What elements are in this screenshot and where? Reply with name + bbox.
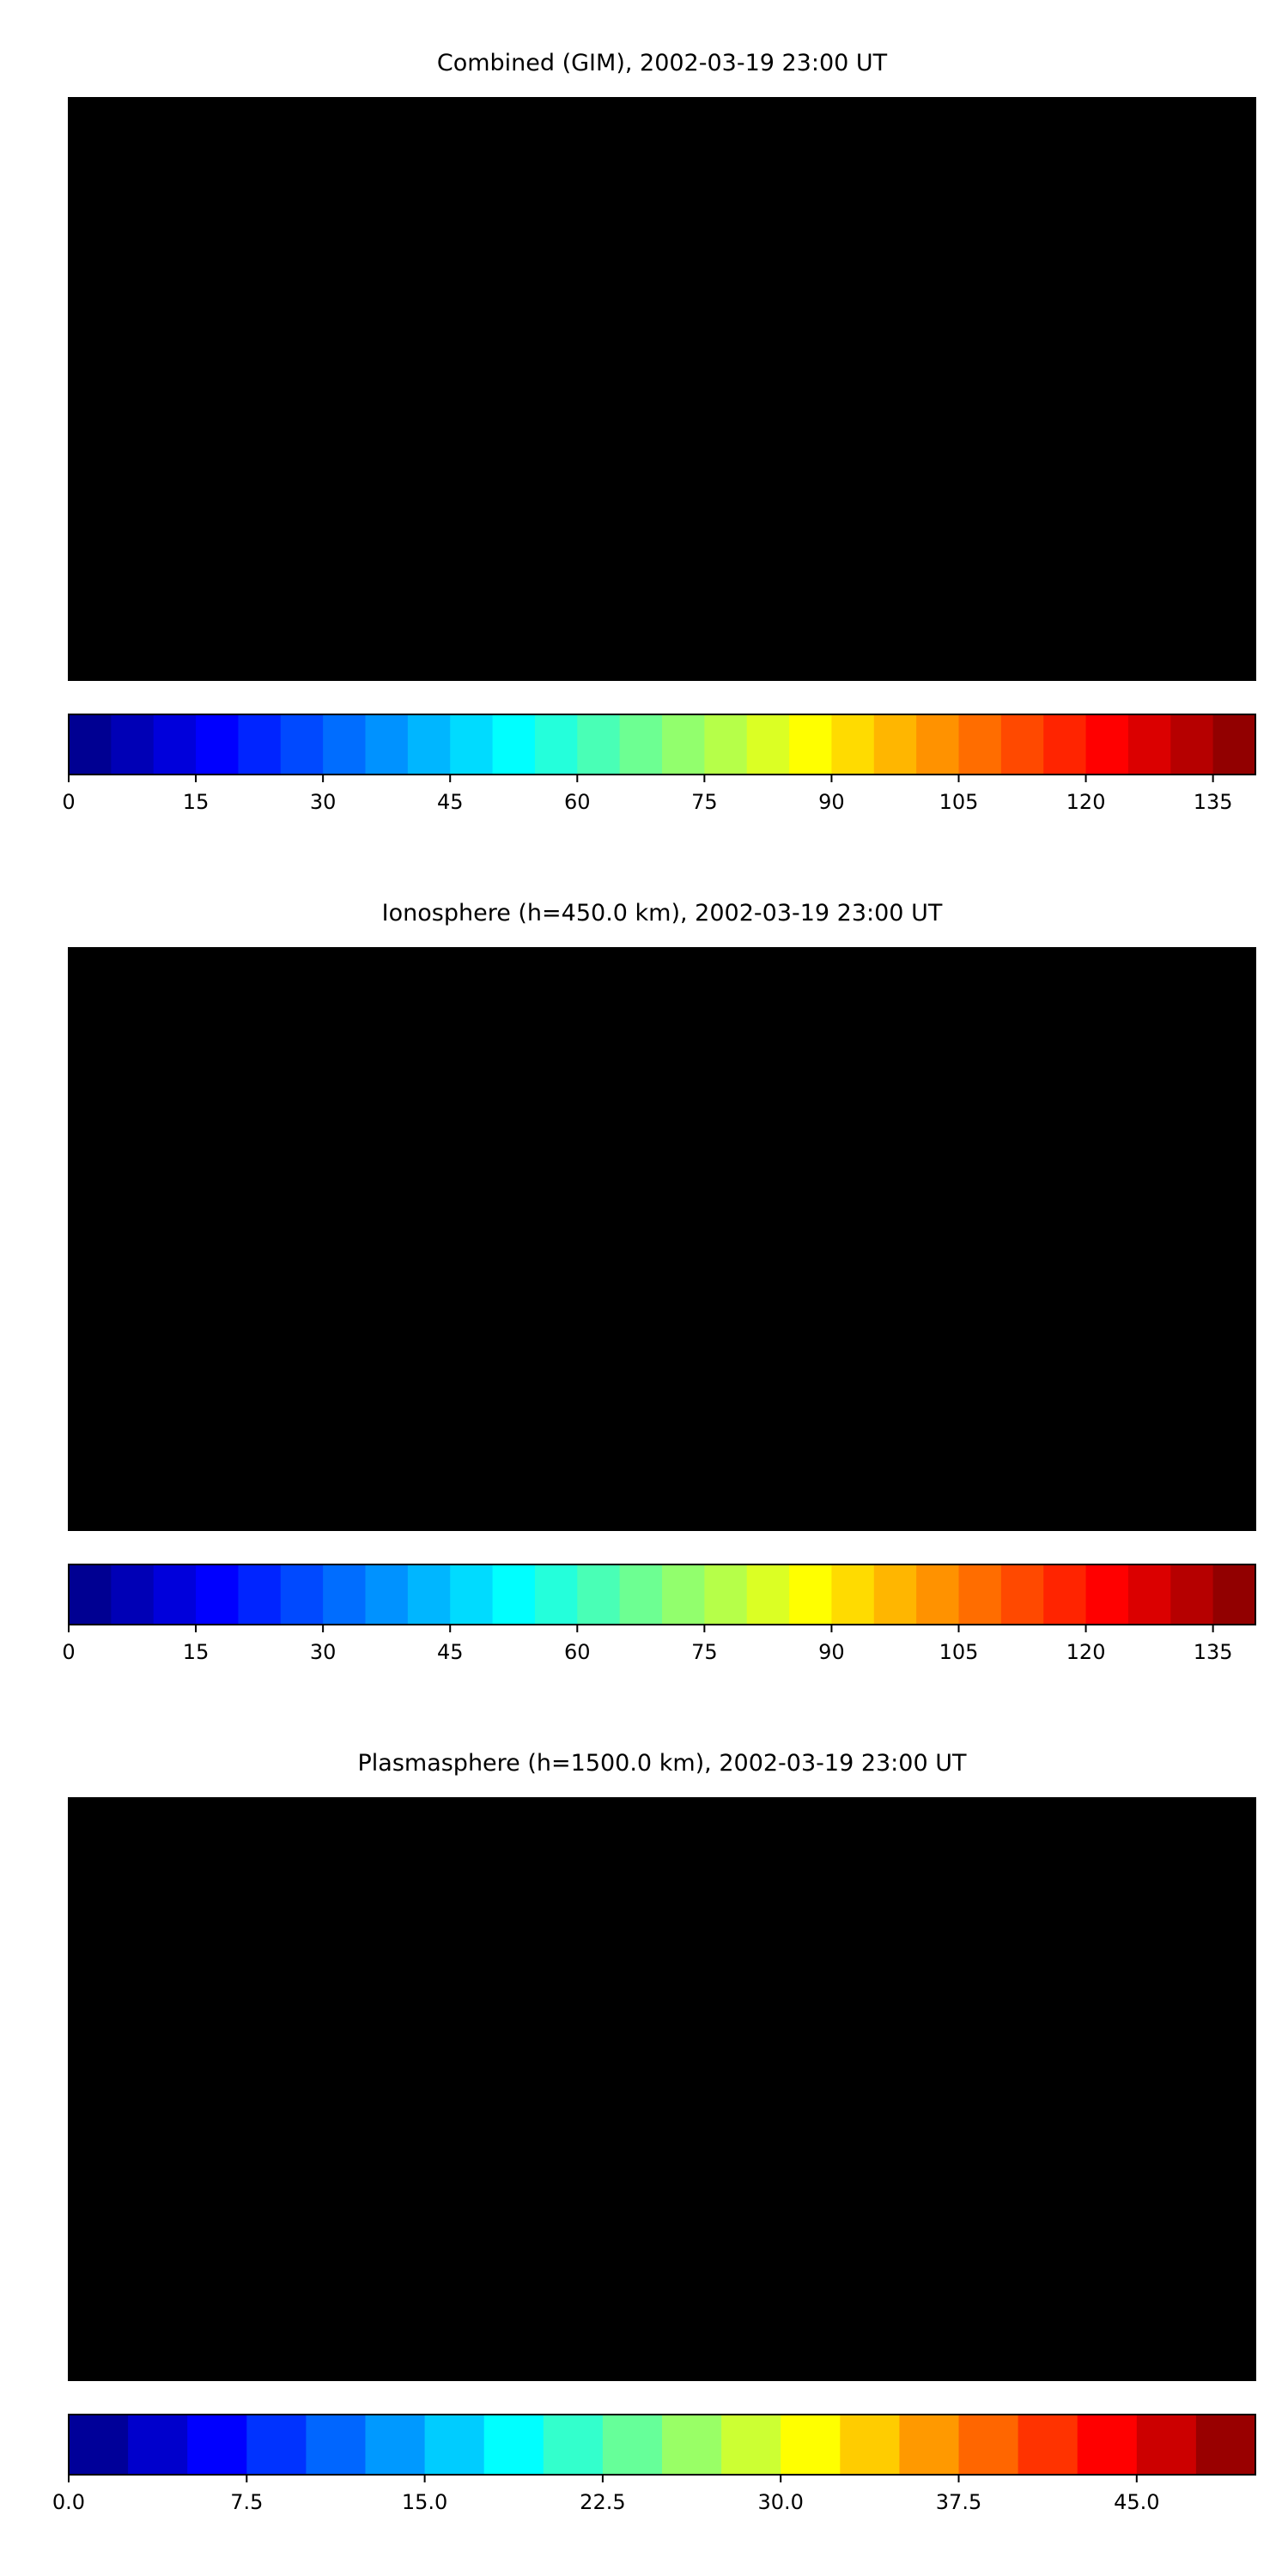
panel-title: Ionosphere (h=450.0 km), 2002-03-19 23:0… <box>382 900 943 927</box>
colorbar-frame <box>68 714 1256 775</box>
colorbar-swatch <box>1127 714 1171 775</box>
colorbar-swatch <box>704 714 748 775</box>
coastlines <box>81 110 1243 675</box>
colorbar-swatch <box>916 714 960 775</box>
colorbar-tick-label: 90 <box>818 790 845 814</box>
map-frame <box>68 97 1256 681</box>
colorbar-swatch <box>111 714 155 775</box>
colorbar-swatch <box>1043 714 1087 775</box>
colorbar-swatch <box>450 714 494 775</box>
colorbar-swatch <box>577 714 621 775</box>
colorbar-swatch <box>1212 714 1256 775</box>
colorbar-swatch <box>365 714 409 775</box>
colorbar-swatch <box>873 714 917 775</box>
colorbar-swatch <box>746 714 790 775</box>
colorbar-swatch <box>238 714 282 775</box>
colorbar-swatch <box>619 714 663 775</box>
colorbar-tick-label: 45 <box>437 790 464 814</box>
colorbar-tick-label: 75 <box>691 790 718 814</box>
colorbar-swatch <box>1000 714 1044 775</box>
colorbar-swatch <box>1085 714 1129 775</box>
panel-title: Combined (GIM), 2002-03-19 23:00 UT <box>437 50 888 76</box>
panel-ionosphere: Ionosphere (h=450.0 km), 2002-03-19 23:0… <box>62 900 1256 1664</box>
colorbar-swatch <box>69 714 112 775</box>
colorbar-tick-label: 0 <box>62 790 75 814</box>
colorbar-swatch <box>196 714 240 775</box>
panel-combined: Combined (GIM), 2002-03-19 23:00 UT 0 15 3… <box>62 50 1256 814</box>
colorbar-swatch <box>153 714 197 775</box>
colorbar-tick-label: 135 <box>1194 790 1233 814</box>
colorbar-swatch <box>323 714 367 775</box>
colorbar-swatch <box>958 714 1002 775</box>
colorbar-tick-label: 60 <box>564 790 591 814</box>
colorbar-tick-label: 120 <box>1066 790 1106 814</box>
colorbar-swatch <box>407 714 451 775</box>
colorbar-tick-label: 30 <box>310 790 337 814</box>
colorbar-swatch <box>1170 714 1214 775</box>
colorbar: 0 15 30 45 60 75 90 105 120 135 <box>62 714 1256 814</box>
colorbar-swatch <box>789 714 833 775</box>
colorbar-swatch <box>534 714 578 775</box>
colorbar-swatch <box>831 714 875 775</box>
colorbar-swatch <box>662 714 705 775</box>
colorbar-swatch <box>492 714 536 775</box>
colorbar-tick-label: 15 <box>183 790 210 814</box>
colorbar-swatch <box>280 714 324 775</box>
colorbar-tick-label: 105 <box>939 790 979 814</box>
